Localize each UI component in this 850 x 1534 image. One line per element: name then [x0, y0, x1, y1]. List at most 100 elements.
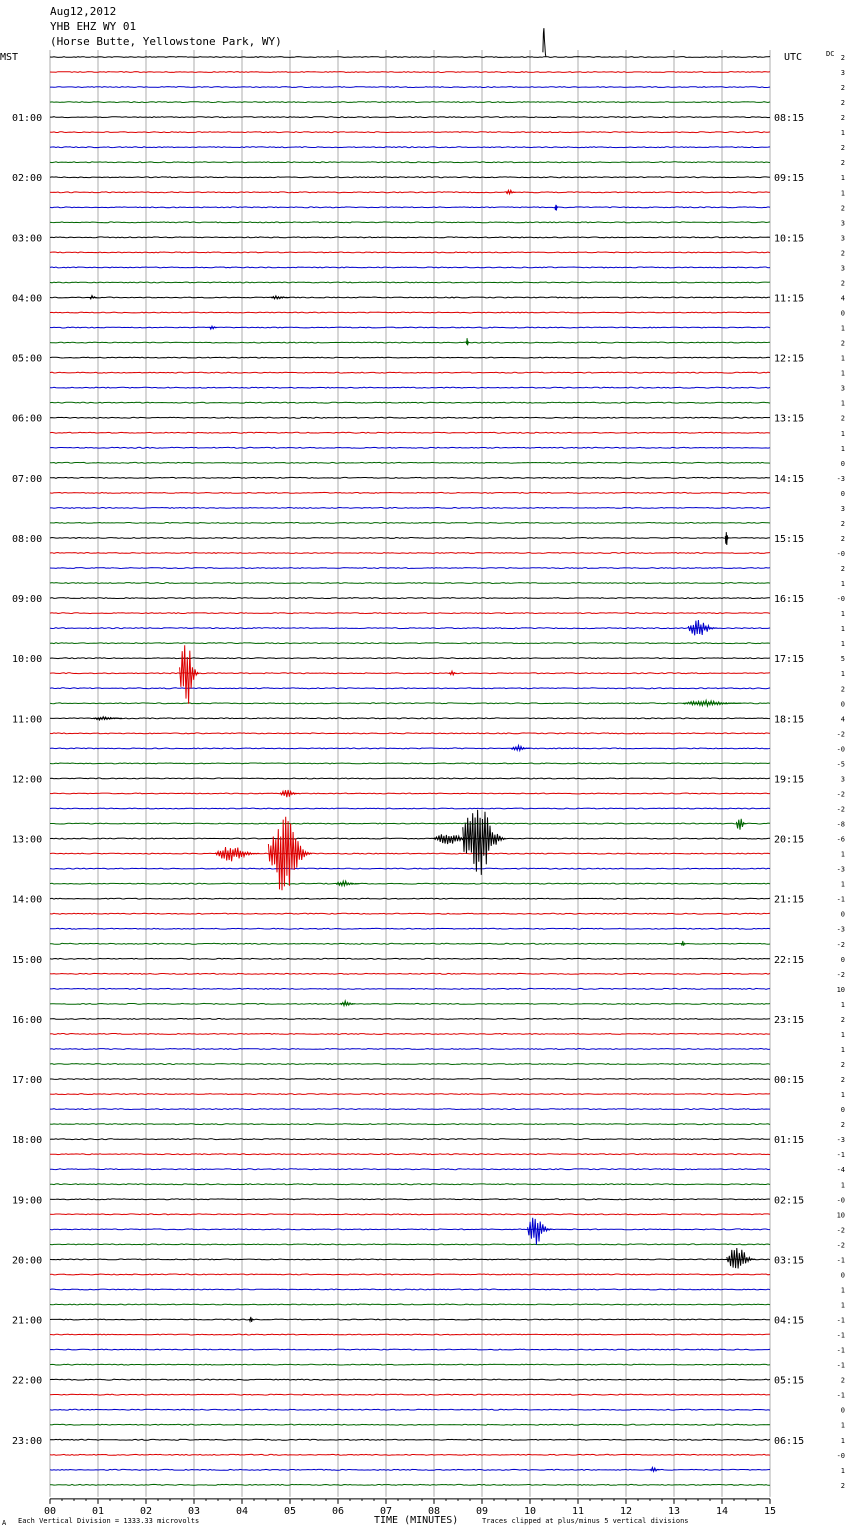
- dc-offset-value: 2: [841, 279, 845, 287]
- trace-line: [50, 521, 771, 524]
- mst-hour-label: 01:00: [12, 113, 42, 124]
- mst-hour-label: 20:00: [12, 1255, 42, 1266]
- dc-offset-value: -2: [837, 790, 845, 798]
- dc-offset-value: -1: [837, 1362, 845, 1370]
- mst-hour-label: 23:00: [12, 1436, 42, 1447]
- trace-line: [50, 1153, 771, 1156]
- dc-offset-value: 10: [837, 986, 845, 994]
- trace-line: [49, 1318, 770, 1321]
- trace-line: [50, 987, 771, 990]
- dc-offset-value: 0: [841, 1407, 845, 1415]
- trace-line: [49, 251, 771, 254]
- trace-line: [49, 732, 771, 735]
- mst-hour-label: 19:00: [12, 1195, 42, 1206]
- trace-line: [49, 687, 771, 690]
- dc-offset-value: 0: [841, 956, 845, 964]
- mst-hour-label: 12:00: [12, 774, 42, 785]
- trace-line: [49, 612, 771, 615]
- utc-hour-label: 09:15: [774, 173, 804, 184]
- location-label: (Horse Butte, Yellowstone Park, WY): [50, 35, 282, 48]
- utc-hour-label: 20:15: [774, 835, 804, 846]
- x-tick-label: 03: [188, 1506, 200, 1517]
- trace-line: [49, 747, 771, 750]
- dc-offset-value: 1: [841, 625, 845, 633]
- trace-line: [49, 1123, 771, 1126]
- event-burst: [449, 669, 457, 677]
- dc-offset-value: 1: [841, 580, 845, 588]
- trace-line: [49, 371, 771, 374]
- dc-column-header: DC: [826, 50, 834, 58]
- trace-line: [49, 597, 770, 600]
- trace-line: [49, 1243, 771, 1246]
- trace-line: [49, 627, 771, 630]
- trace-line: [49, 1228, 771, 1231]
- x-tick-label: 00: [44, 1506, 56, 1517]
- dc-offset-value: 0: [841, 911, 845, 919]
- event-burst: [505, 188, 516, 196]
- dc-offset-value: -1: [837, 1151, 845, 1159]
- dc-offset-value: 1: [841, 1031, 845, 1039]
- x-tick-label: 09: [476, 1506, 488, 1517]
- trace-line: [49, 702, 771, 705]
- trace-line: [49, 1438, 771, 1441]
- dc-offset-value: -1: [837, 1256, 845, 1264]
- dc-offset-value: 1: [841, 174, 845, 182]
- trace-line: [50, 506, 771, 509]
- dc-offset-value: -1: [837, 896, 845, 904]
- event-burst: [270, 294, 290, 300]
- dc-offset-value: 1: [841, 851, 845, 859]
- dc-offset-value: -8: [837, 821, 845, 829]
- mst-hour-label: 13:00: [12, 835, 42, 846]
- trace-line: [49, 1288, 771, 1291]
- dc-offset-value: 2: [841, 144, 845, 152]
- mst-hour-label: 04:00: [12, 293, 42, 304]
- trace-line: [49, 1303, 771, 1306]
- utc-hour-label: 06:15: [774, 1436, 804, 1447]
- trace-line: [49, 867, 771, 870]
- x-tick-label: 11: [572, 1506, 584, 1517]
- mst-hour-label: 05:00: [12, 354, 42, 365]
- trace-line: [49, 1198, 771, 1201]
- dc-offset-value: -1: [837, 1347, 845, 1355]
- dc-offset-value: 1: [841, 189, 845, 197]
- trace-line: [49, 131, 771, 134]
- trace-line: [49, 1393, 771, 1396]
- date-label: Aug12,2012: [50, 5, 117, 18]
- trace-line: [50, 1183, 771, 1186]
- event-burst: [510, 743, 531, 753]
- mst-hour-labels: 01:00 02:00 03:00 04:00 05:00 06:00 07:00 08:00…: [12, 113, 42, 1447]
- corner-mark: A: [2, 1519, 7, 1527]
- trace-line: [49, 1273, 771, 1276]
- trace-line: [49, 101, 771, 104]
- utc-hour-labels: 08:15 09:15 10:15 11:15 12:15 13:15 14:15 15:15…: [774, 113, 804, 1447]
- dc-offset-value: -1: [837, 1317, 845, 1325]
- utc-hour-label: 11:15: [774, 293, 804, 304]
- trace-line: [49, 837, 771, 840]
- trace-line: [49, 1348, 771, 1351]
- dc-offset-value: 1: [841, 445, 845, 453]
- trace-line: [49, 461, 771, 464]
- dc-offset-value: 1: [841, 1467, 845, 1475]
- trace-line: [49, 942, 771, 945]
- trace-line: [49, 551, 771, 554]
- dc-offset-value: 3: [841, 219, 845, 227]
- trace-line: [49, 912, 771, 915]
- dc-offset-value: 3: [841, 505, 845, 513]
- trace-line: [49, 356, 771, 359]
- utc-hour-label: 22:15: [774, 955, 804, 966]
- dc-offset-value: 1: [841, 400, 845, 408]
- trace-line: [49, 1093, 771, 1096]
- utc-hour-label: 17:15: [774, 654, 804, 665]
- event-burst: [683, 698, 742, 708]
- dc-offset-value: -5: [837, 760, 845, 768]
- mst-hour-label: 16:00: [12, 1015, 42, 1026]
- dc-offset-value: 2: [841, 1016, 845, 1024]
- utc-hour-label: 19:15: [774, 774, 804, 785]
- trace-line: [49, 221, 771, 224]
- utc-hour-label: 10:15: [774, 233, 804, 244]
- utc-hour-label: 21:15: [774, 895, 804, 906]
- trace-line: [49, 206, 771, 209]
- trace-line: [49, 672, 771, 675]
- dc-offset-value: 2: [841, 204, 845, 212]
- trace-line: [49, 1032, 771, 1035]
